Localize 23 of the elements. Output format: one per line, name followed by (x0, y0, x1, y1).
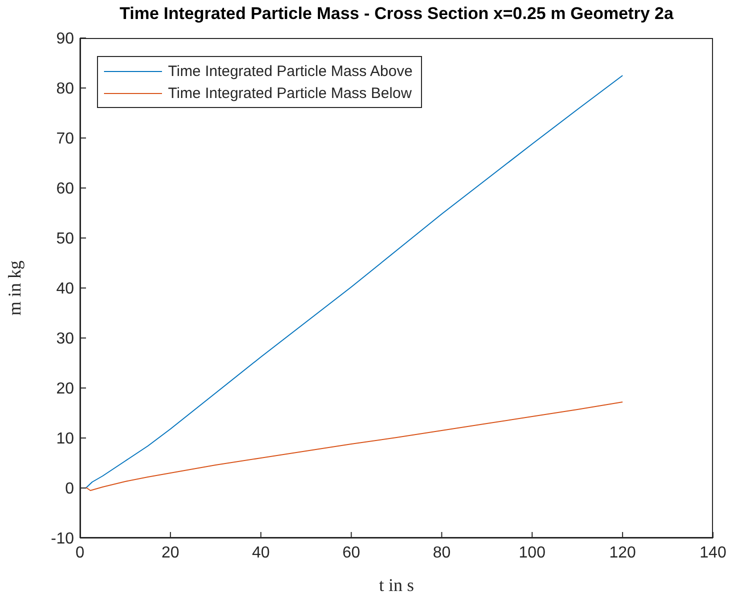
y-tick-label: 10 (56, 430, 74, 448)
x-tick-label: 120 (609, 544, 636, 562)
y-tick-label: 40 (56, 280, 74, 298)
x-tick-label: 80 (432, 544, 451, 562)
y-tick-label: 90 (56, 30, 74, 48)
y-tick-label: 50 (56, 230, 74, 248)
x-tick-label: 140 (700, 544, 726, 562)
y-tick-label: 60 (56, 180, 74, 198)
x-tick-label: 100 (518, 544, 546, 562)
x-tick-label: 60 (342, 544, 360, 562)
x-tick-label: 20 (162, 544, 180, 562)
y-tick-label: 30 (56, 330, 74, 348)
y-tick-label: 70 (56, 130, 74, 148)
legend-label: Time Integrated Particle Mass Below (168, 84, 412, 102)
y-axis-title: m in kg (4, 260, 24, 316)
x-axis-title: t in s (378, 575, 414, 595)
chart-title: Time Integrated Particle Mass - Cross Section x=0.25 m Geometry 2a (118, 4, 674, 24)
y-tick-label: 80 (56, 80, 74, 98)
legend-label: Time Integrated Particle Mass Above (168, 62, 413, 80)
y-tick-label: -10 (50, 530, 74, 548)
y-tick-label: 20 (56, 380, 74, 398)
x-tick-label: 40 (252, 544, 270, 562)
y-tick-label: 0 (65, 480, 74, 498)
